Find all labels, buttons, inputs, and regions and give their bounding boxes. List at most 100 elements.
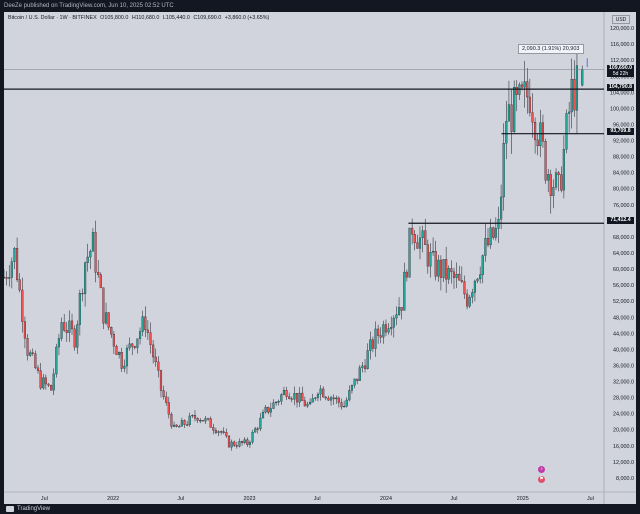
candle-body: [81, 293, 84, 295]
candle-body: [502, 143, 505, 198]
y-tick-label: 92,000.0: [613, 139, 634, 145]
candle-body: [8, 277, 11, 279]
candle-body: [447, 268, 450, 280]
level-tag-71412: 71,412.4: [607, 217, 634, 224]
candle-body: [400, 307, 403, 311]
candle-body: [186, 424, 189, 426]
candle-body: [544, 141, 547, 181]
candle-body: [107, 312, 110, 328]
ohlc-high: H110,680.0: [131, 15, 160, 21]
x-tick-label: Jul: [177, 496, 184, 502]
tradingview-logo-icon: [6, 506, 14, 512]
x-tick-label: Jul: [587, 496, 594, 502]
candle-body: [337, 397, 340, 403]
candle-body: [120, 352, 123, 369]
candle-body: [353, 378, 356, 386]
y-tick-label: 120,000.0: [610, 26, 634, 32]
candle-body: [466, 293, 469, 307]
candle-body: [463, 281, 466, 295]
candle-body: [562, 149, 565, 191]
x-tick-label: 2024: [380, 496, 392, 502]
candle-body: [26, 338, 29, 356]
candle-body: [165, 396, 168, 403]
candle-body: [193, 415, 197, 419]
x-tick-label: 2023: [244, 496, 256, 502]
candle-body: [180, 420, 183, 427]
candle-body: [55, 346, 58, 375]
candle-body: [405, 271, 408, 278]
candle-body: [421, 230, 424, 239]
candle-body: [31, 352, 34, 354]
candle-body: [39, 370, 42, 389]
price-change: +3,860.0 (+3.65%): [224, 15, 270, 21]
candle-body: [217, 431, 220, 433]
candle-body: [280, 394, 283, 402]
y-tick-label: 68,000.0: [613, 235, 634, 241]
chart-pane[interactable]: 8,000.0 12,000.0 16,000.0 20,000.0 24,000.0 2…: [4, 12, 636, 504]
candle-body: [377, 328, 380, 336]
candle-body: [479, 274, 482, 280]
candle-body: [575, 65, 579, 111]
candle-body: [233, 441, 236, 446]
ohlc-low: L105,440.0: [162, 15, 190, 21]
candle-body: [293, 393, 296, 400]
flag-icon[interactable]: ⚑: [538, 476, 545, 483]
candle-body: [241, 441, 244, 443]
candle-body: [513, 87, 516, 132]
candle-body: [47, 383, 50, 386]
candle-body: [128, 343, 131, 349]
candle-body: [549, 174, 552, 196]
candle-body: [554, 172, 558, 188]
y-tick-label: 16,000.0: [613, 444, 634, 450]
candle-body: [301, 392, 304, 401]
x-tick-label: 2022: [107, 496, 119, 502]
candle-body: [329, 397, 333, 401]
candle-body: [369, 339, 372, 351]
candle-body: [366, 350, 369, 369]
candle-body: [384, 324, 388, 333]
candle-body: [332, 397, 335, 400]
candle-body: [290, 398, 293, 400]
candle-body: [426, 244, 429, 267]
measure-label: 2,090.3 (1.91%) 20,903: [518, 44, 584, 54]
candle-body: [510, 104, 513, 132]
candle-body: [214, 429, 217, 433]
candle-body: [348, 390, 351, 401]
candle-body: [505, 121, 508, 144]
candle-body: [209, 418, 212, 428]
candle-body: [251, 431, 254, 443]
candle-body: [570, 78, 573, 113]
candle-body: [141, 316, 144, 332]
currency-button[interactable]: USD: [612, 15, 630, 24]
event-icon[interactable]: ♪: [538, 466, 545, 473]
candle-body: [89, 251, 92, 258]
candle-body: [322, 388, 325, 398]
y-tick-label: 64,000.0: [613, 251, 634, 257]
candle-body: [254, 428, 257, 433]
symbol-legend: Bitcoin / U.S. Dollar · 1W · BITFINEX O1…: [8, 15, 271, 21]
candle-body: [568, 111, 571, 114]
candle-body: [445, 259, 448, 280]
candle-body: [319, 388, 322, 395]
candle-body: [424, 230, 427, 245]
candle-body: [363, 365, 367, 369]
candle-body: [238, 441, 241, 447]
price-chart[interactable]: 8,000.0 12,000.0 16,000.0 20,000.0 24,000.0 2…: [4, 12, 636, 504]
candle-body: [379, 335, 382, 338]
candle-body: [112, 334, 115, 347]
candle-body: [207, 418, 210, 420]
candle-body: [387, 328, 390, 333]
y-tick-label: 116,000.0: [610, 42, 634, 48]
candle-body: [350, 385, 354, 391]
candle-body: [259, 417, 262, 430]
candle-body: [175, 424, 178, 427]
tradingview-logo[interactable]: TradingView: [6, 505, 50, 513]
tradingview-brand: TradingView: [17, 506, 51, 512]
candle-body: [136, 338, 139, 348]
candle-body: [547, 174, 550, 181]
candle-body: [18, 279, 21, 291]
candle-body: [565, 113, 568, 150]
candle-body: [452, 271, 456, 278]
y-tick-label: 104,000.0: [610, 90, 634, 96]
candle-body: [5, 277, 8, 279]
